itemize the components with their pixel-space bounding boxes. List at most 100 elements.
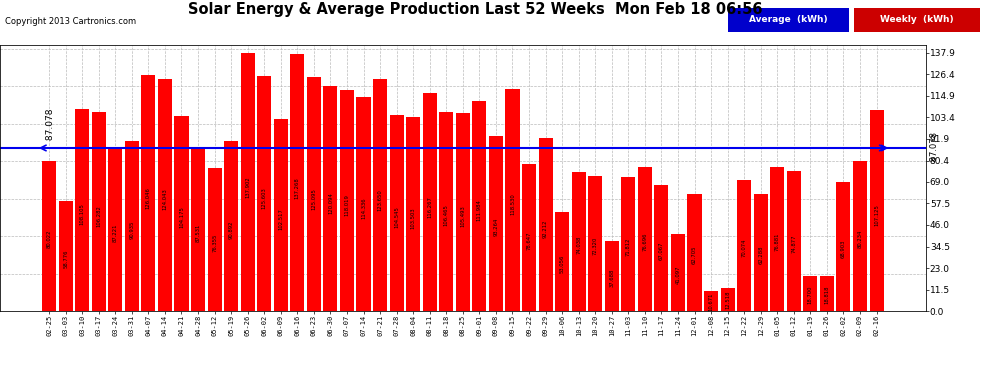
Text: 80.022: 80.022: [47, 230, 51, 249]
Text: 126.046: 126.046: [146, 187, 150, 209]
Text: 62.288: 62.288: [758, 246, 763, 264]
Text: 70.074: 70.074: [742, 239, 746, 257]
Text: 74.038: 74.038: [576, 236, 581, 254]
Bar: [406, 117, 420, 311]
Bar: [324, 86, 338, 311]
Bar: [191, 147, 205, 311]
Bar: [721, 288, 735, 311]
Text: 104.175: 104.175: [179, 207, 184, 228]
Text: 10.671: 10.671: [709, 292, 714, 311]
Bar: [340, 90, 354, 311]
Text: Weekly  (kWh): Weekly (kWh): [880, 15, 953, 24]
Text: 58.776: 58.776: [63, 249, 68, 268]
Bar: [58, 201, 72, 311]
Bar: [472, 101, 486, 311]
Text: 93.264: 93.264: [493, 218, 498, 237]
Text: 18.700: 18.700: [808, 285, 813, 304]
Text: 114.336: 114.336: [361, 198, 366, 219]
Bar: [43, 161, 56, 311]
Text: 76.696: 76.696: [643, 233, 647, 252]
Text: 87.221: 87.221: [113, 224, 118, 242]
Text: 120.094: 120.094: [328, 192, 333, 214]
Text: 18.818: 18.818: [825, 285, 830, 304]
Bar: [853, 8, 980, 32]
Text: 106.465: 106.465: [444, 204, 448, 226]
Bar: [208, 168, 222, 311]
Text: 102.517: 102.517: [278, 208, 283, 230]
Bar: [687, 194, 702, 311]
Bar: [489, 136, 503, 311]
Text: 123.650: 123.650: [377, 189, 382, 211]
Bar: [241, 53, 254, 311]
Text: 108.105: 108.105: [80, 203, 85, 225]
Bar: [638, 168, 651, 311]
Text: 103.503: 103.503: [411, 207, 416, 229]
Bar: [588, 176, 602, 311]
Bar: [738, 180, 751, 311]
Text: 87.078: 87.078: [46, 109, 54, 143]
Text: 125.603: 125.603: [261, 188, 266, 209]
Text: 80.234: 80.234: [857, 230, 862, 248]
Bar: [820, 276, 834, 311]
Text: 137.902: 137.902: [246, 176, 250, 198]
Bar: [390, 115, 404, 311]
Text: 87.531: 87.531: [196, 223, 201, 242]
Text: 68.903: 68.903: [841, 240, 845, 258]
Text: 118.530: 118.530: [510, 194, 515, 216]
Bar: [274, 119, 288, 311]
Bar: [704, 291, 718, 311]
Bar: [290, 54, 304, 311]
Text: 37.688: 37.688: [609, 268, 614, 286]
Text: 71.812: 71.812: [626, 237, 631, 256]
Bar: [539, 138, 552, 311]
Text: 116.267: 116.267: [428, 196, 433, 217]
Text: 106.282: 106.282: [96, 205, 101, 226]
Bar: [555, 212, 569, 311]
Bar: [622, 177, 636, 311]
Text: Average  (kWh): Average (kWh): [748, 15, 828, 24]
Bar: [75, 108, 89, 311]
Bar: [455, 114, 470, 311]
Text: 41.097: 41.097: [675, 265, 680, 284]
Bar: [373, 80, 387, 311]
Text: 137.268: 137.268: [295, 177, 300, 199]
Text: 125.095: 125.095: [312, 188, 317, 210]
Text: 92.212: 92.212: [544, 219, 548, 237]
Bar: [671, 234, 685, 311]
Bar: [158, 79, 172, 311]
Text: Copyright 2013 Cartronics.com: Copyright 2013 Cartronics.com: [5, 17, 136, 26]
Bar: [142, 75, 155, 311]
Bar: [108, 148, 123, 311]
Bar: [506, 89, 520, 311]
Text: 53.056: 53.056: [559, 254, 564, 273]
Bar: [654, 186, 668, 311]
Bar: [770, 167, 784, 311]
Text: 76.355: 76.355: [212, 233, 217, 252]
Text: 74.877: 74.877: [791, 235, 796, 253]
Bar: [440, 112, 453, 311]
Bar: [257, 76, 271, 311]
Text: 90.892: 90.892: [229, 220, 234, 239]
Text: 76.881: 76.881: [775, 233, 780, 251]
Bar: [571, 172, 586, 311]
Text: 105.493: 105.493: [460, 206, 465, 227]
Bar: [522, 164, 536, 311]
Bar: [753, 195, 767, 311]
Bar: [787, 171, 801, 311]
Text: 62.705: 62.705: [692, 246, 697, 264]
Bar: [174, 116, 188, 311]
Text: 87.078: 87.078: [931, 132, 940, 164]
Text: 78.647: 78.647: [527, 231, 532, 250]
Bar: [423, 93, 437, 311]
Text: 12.518: 12.518: [725, 291, 730, 309]
Bar: [605, 241, 619, 311]
Bar: [728, 8, 848, 32]
Bar: [837, 182, 850, 311]
Bar: [125, 141, 139, 311]
Text: 67.067: 67.067: [659, 242, 664, 260]
Text: 104.545: 104.545: [394, 206, 399, 228]
Text: Solar Energy & Average Production Last 52 Weeks  Mon Feb 18 06:56: Solar Energy & Average Production Last 5…: [188, 2, 762, 17]
Text: 72.320: 72.320: [593, 237, 598, 255]
Text: 111.984: 111.984: [477, 200, 482, 221]
Bar: [869, 110, 884, 311]
